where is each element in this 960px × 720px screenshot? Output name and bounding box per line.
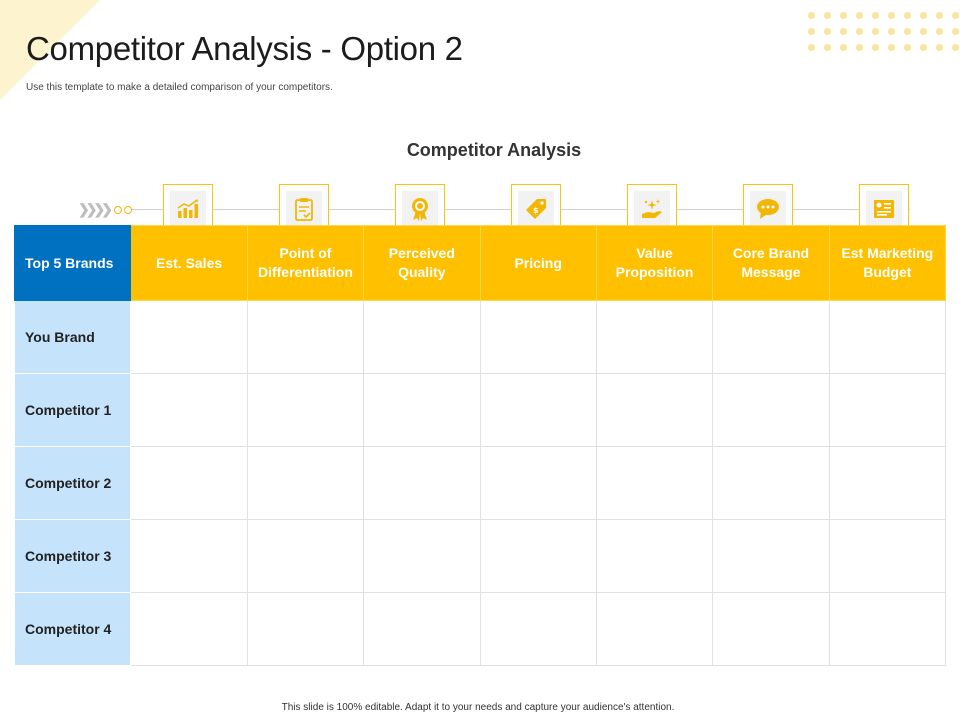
table-cell [363,373,481,447]
table-cell [246,519,365,593]
table-cell [712,446,830,520]
column-header: Est Marketing Budget [828,225,947,301]
table-cell [828,519,947,593]
table-cell [130,373,248,447]
page-subtitle: Use this template to make a detailed com… [26,82,333,93]
table-cell [479,373,597,447]
table-cell [712,519,830,593]
table-corner-header: Top 5 Brands [13,225,132,301]
table-cell [712,592,830,666]
table-row: Competitor 1 [13,373,947,447]
section-title: Competitor Analysis [406,140,582,160]
column-header: Perceived Quality [363,225,481,301]
table-cell [246,592,365,666]
page-title: Competitor Analysis - Option 2 [26,30,463,67]
row-label: Competitor 4 [13,592,132,666]
table-cell [130,519,248,593]
footer-note: This slide is 100% editable. Adapt it to… [281,702,675,713]
table-row: You Brand [13,300,947,374]
table-cell [363,519,481,593]
table-cell [828,373,947,447]
circle-dot-icon [124,206,132,214]
table-cell [479,519,597,593]
table-cell [479,300,597,374]
column-header: Value Proposition [595,225,714,301]
table-cell [130,592,248,666]
row-label: Competitor 2 [13,446,132,520]
table-row: Competitor 3 [13,519,947,593]
column-header: Est. Sales [130,225,248,301]
table-cell [828,592,947,666]
competitor-table: Top 5 Brands Est. Sales Point of Differe… [13,225,947,666]
table-cell [246,373,365,447]
table-header-row: Top 5 Brands Est. Sales Point of Differe… [13,225,947,301]
table-cell [595,592,714,666]
table-row: Competitor 2 [13,446,947,520]
table-cell [595,519,714,593]
table-cell [595,300,714,374]
column-header: Pricing [479,225,597,301]
row-label: Competitor 1 [13,373,132,447]
dot-pattern-decoration [808,12,960,51]
table-cell [595,373,714,447]
circle-dot-icon [114,206,122,214]
column-header: Core Brand Message [712,225,830,301]
table-cell [828,446,947,520]
chevrons-icon: ❯❯❯❯ [78,201,113,217]
table-cell [712,300,830,374]
row-label: Competitor 3 [13,519,132,593]
table-cell [712,373,830,447]
table-cell [130,300,248,374]
svg-text:$: $ [533,206,539,215]
column-header: Point of Differentiation [246,225,365,301]
table-cell [246,300,365,374]
table-cell [479,446,597,520]
table-cell [130,446,248,520]
table-cell [363,446,481,520]
table-cell [363,300,481,374]
table-cell [246,446,365,520]
table-cell [479,592,597,666]
table-row: Competitor 4 [13,592,947,666]
table-cell [363,592,481,666]
table-cell [595,446,714,520]
table-cell [828,300,947,374]
corner-decoration [0,0,100,100]
row-label: You Brand [13,300,132,374]
